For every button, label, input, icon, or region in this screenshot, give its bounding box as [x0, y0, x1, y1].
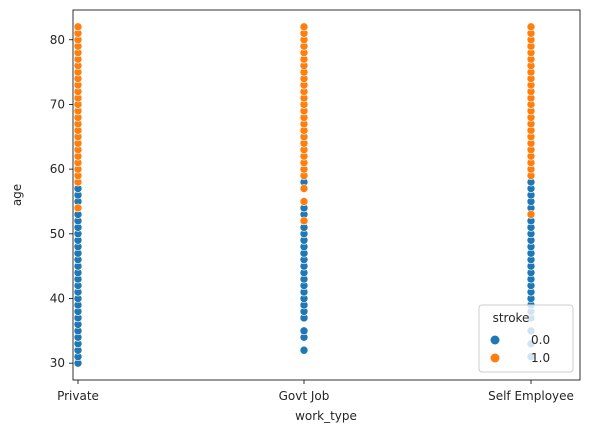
y-axis-label: age: [10, 184, 24, 206]
data-point: [526, 210, 536, 219]
data-point: [299, 345, 309, 355]
x-tick-label: Self Employee: [488, 389, 574, 403]
data-point: [73, 203, 83, 213]
data-point: [73, 22, 83, 32]
y-tick-label: 50: [50, 227, 65, 241]
y-tick-label: 30: [50, 356, 65, 370]
legend-label-0: 0.0: [531, 333, 550, 347]
data-point: [299, 22, 309, 32]
y-tick-label: 60: [50, 162, 65, 176]
legend-marker-0: [490, 335, 500, 345]
x-tick-label: Private: [57, 389, 99, 403]
data-point: [299, 326, 309, 336]
x-axis-label: work_type: [295, 409, 357, 423]
y-axis-ticks: 30 40 50 60 70 80: [50, 33, 73, 370]
data-point: [526, 22, 536, 32]
legend: stroke 0.0 1.0: [478, 304, 574, 373]
legend-box: [478, 304, 574, 373]
y-tick-label: 80: [50, 33, 65, 47]
data-point: [299, 197, 309, 206]
legend-marker-1: [490, 353, 500, 363]
data-point: [299, 216, 309, 226]
legend-label-1: 1.0: [531, 351, 550, 365]
plot-frame: [72, 9, 581, 381]
data-points: [73, 22, 536, 368]
x-axis-ticks: Private Govt Job Self Employee: [57, 380, 574, 403]
x-tick-label: Govt Job: [279, 389, 330, 403]
data-point: [299, 184, 309, 193]
y-tick-label: 70: [50, 97, 65, 111]
legend-title: stroke: [493, 311, 530, 325]
y-tick-label: 40: [50, 291, 65, 305]
